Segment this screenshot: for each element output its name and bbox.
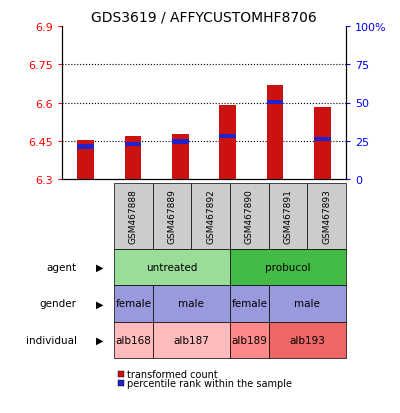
Text: alb193: alb193 (289, 335, 325, 345)
Text: GSM467889: GSM467889 (168, 189, 176, 244)
Bar (172, 140, 189, 145)
Bar (314, 108, 331, 180)
Bar (77, 141, 94, 180)
Text: alb187: alb187 (173, 335, 209, 345)
Text: GSM467890: GSM467890 (245, 189, 254, 244)
Text: ▶: ▶ (96, 335, 103, 345)
Bar (267, 100, 283, 105)
Text: GSM467888: GSM467888 (129, 189, 138, 244)
Text: transformed count: transformed count (127, 369, 218, 379)
Bar (219, 105, 236, 180)
Text: female: female (231, 299, 267, 309)
Bar (267, 86, 283, 180)
Text: ▶: ▶ (96, 262, 103, 272)
Bar (125, 136, 141, 180)
Bar (125, 142, 141, 147)
Text: untreated: untreated (146, 262, 198, 272)
Text: percentile rank within the sample: percentile rank within the sample (127, 378, 292, 388)
Title: GDS3619 / AFFYCUSTOMHF8706: GDS3619 / AFFYCUSTOMHF8706 (91, 10, 317, 24)
Bar (77, 145, 94, 150)
Text: GSM467893: GSM467893 (322, 189, 331, 244)
Bar (219, 135, 236, 139)
Text: individual: individual (26, 335, 76, 345)
Text: ▶: ▶ (96, 299, 103, 309)
Text: gender: gender (40, 299, 76, 309)
Bar (172, 135, 189, 180)
Text: agent: agent (46, 262, 76, 272)
Text: alb168: alb168 (115, 335, 151, 345)
Text: female: female (115, 299, 151, 309)
Text: probucol: probucol (265, 262, 311, 272)
Text: GSM467892: GSM467892 (206, 189, 215, 244)
Text: GSM467891: GSM467891 (284, 189, 292, 244)
Text: male: male (294, 299, 320, 309)
Bar (314, 138, 331, 142)
Text: alb189: alb189 (231, 335, 267, 345)
Text: male: male (178, 299, 204, 309)
